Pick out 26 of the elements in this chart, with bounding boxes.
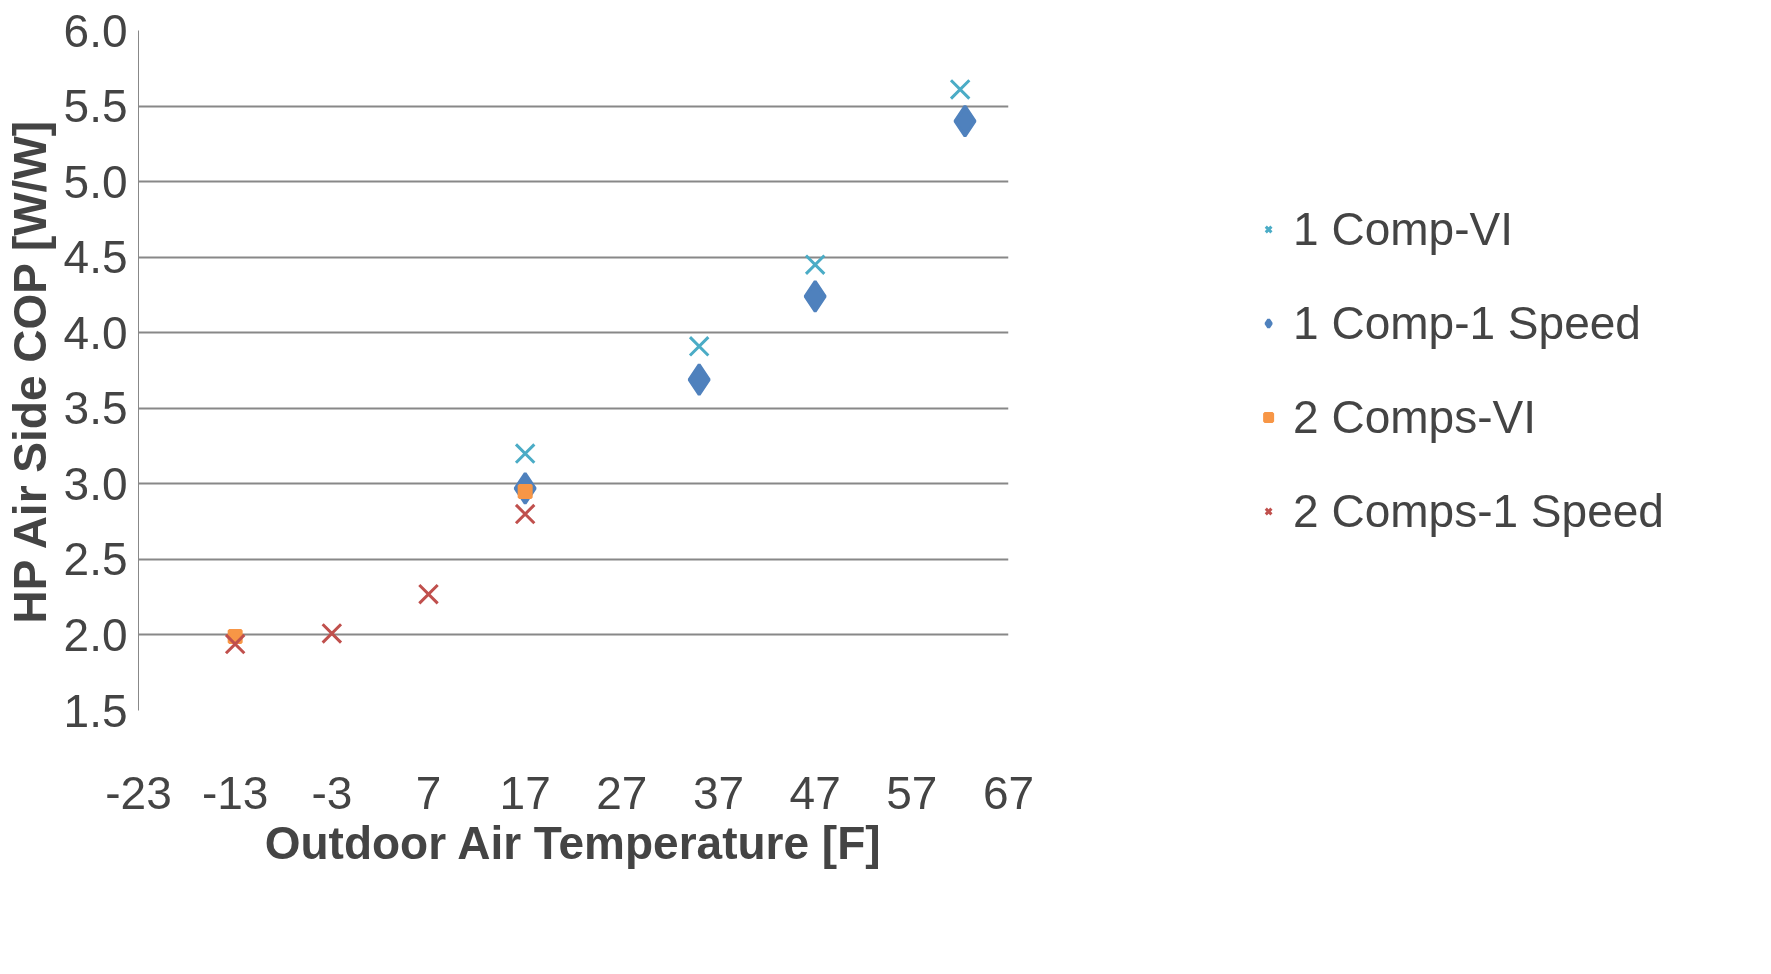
y-tick-label: 5.0 xyxy=(63,155,128,208)
y-tick-label: 4.5 xyxy=(63,231,128,284)
y-tick-label: 2.5 xyxy=(63,533,128,586)
x-tick-label: 17 xyxy=(499,766,551,819)
x-tick-label: -23 xyxy=(105,766,172,819)
x-tick-label: 67 xyxy=(982,766,1035,819)
x-tick-label: -13 xyxy=(201,766,269,819)
legend-label: 2 Comps-1 Speed xyxy=(1293,484,1664,538)
x-tick-label: 57 xyxy=(886,766,938,819)
y-tick-label: 5.5 xyxy=(63,80,128,133)
legend-label: 1 Comp-1 Speed xyxy=(1293,296,1641,350)
y-tick-label: 3.0 xyxy=(63,457,128,510)
legend-label: 2 Comps-VI xyxy=(1293,390,1536,444)
x-tick-label: 27 xyxy=(596,766,648,819)
y-axis-title: HP Air Side COP [W/W] xyxy=(3,120,56,624)
x-tick-label: -3 xyxy=(311,766,353,819)
y-tick-label: 1.5 xyxy=(63,684,128,737)
x-tick-label: 37 xyxy=(692,766,745,819)
x-tick-label: 7 xyxy=(415,766,442,819)
y-tick-label: 6.0 xyxy=(63,4,128,57)
x-axis-title: Outdoor Air Temperature [F] xyxy=(264,816,881,869)
y-tick-label: 3.5 xyxy=(63,382,128,435)
y-tick-label: 2.0 xyxy=(63,608,128,661)
y-tick-label: 4.0 xyxy=(63,306,128,359)
legend-label: 1 Comp-VI xyxy=(1293,202,1513,256)
x-tick-label: 47 xyxy=(789,766,841,819)
